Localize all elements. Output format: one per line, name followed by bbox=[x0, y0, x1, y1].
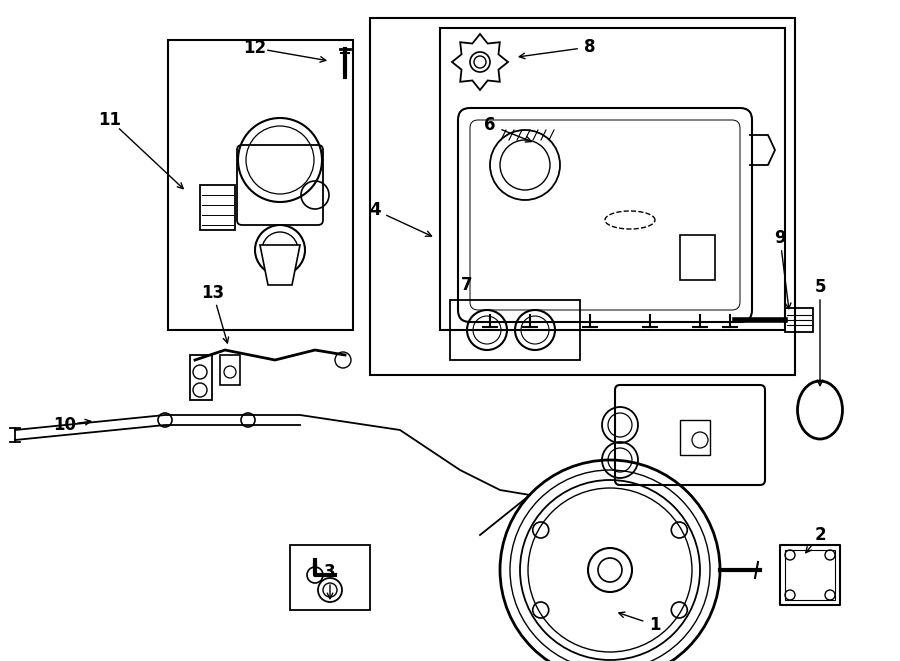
Bar bbox=[780, 545, 840, 605]
Bar bbox=[190, 355, 212, 400]
Text: 8: 8 bbox=[584, 38, 596, 56]
Polygon shape bbox=[452, 34, 508, 90]
Text: 12: 12 bbox=[243, 39, 266, 57]
Text: 7: 7 bbox=[461, 276, 472, 294]
Bar bbox=[220, 355, 240, 385]
Bar bbox=[785, 550, 835, 600]
Bar bbox=[200, 185, 235, 230]
Text: 1: 1 bbox=[649, 616, 661, 634]
Text: 10: 10 bbox=[53, 416, 76, 434]
Text: 11: 11 bbox=[98, 111, 122, 129]
Bar bbox=[168, 40, 353, 330]
Bar bbox=[680, 420, 710, 455]
Text: 3: 3 bbox=[324, 563, 336, 581]
Text: 13: 13 bbox=[202, 284, 225, 302]
Polygon shape bbox=[260, 245, 300, 285]
Bar bbox=[450, 300, 580, 360]
Text: 9: 9 bbox=[774, 229, 786, 247]
Text: 5: 5 bbox=[814, 278, 826, 296]
Bar bbox=[370, 18, 795, 375]
Text: 2: 2 bbox=[814, 526, 826, 544]
Bar bbox=[785, 308, 813, 332]
Text: 4: 4 bbox=[369, 201, 381, 219]
Bar bbox=[290, 545, 370, 610]
Bar bbox=[680, 235, 715, 280]
Bar bbox=[440, 28, 785, 330]
Text: 6: 6 bbox=[484, 116, 496, 134]
